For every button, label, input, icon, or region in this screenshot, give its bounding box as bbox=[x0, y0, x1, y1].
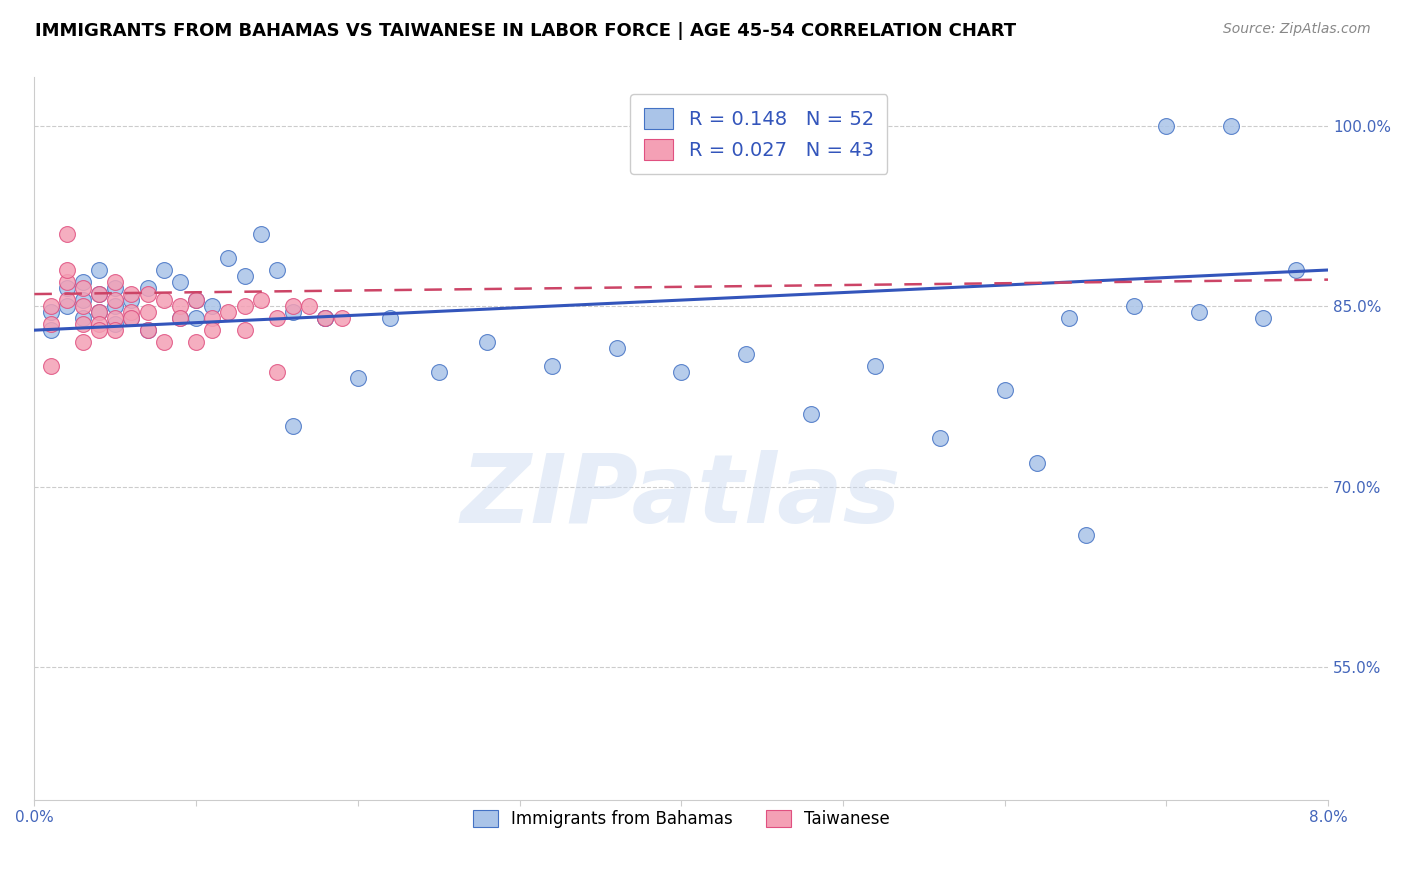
Point bbox=[87, 317, 110, 331]
Point bbox=[994, 384, 1017, 398]
Point bbox=[152, 335, 174, 350]
Point bbox=[136, 287, 159, 301]
Point bbox=[39, 323, 62, 337]
Point bbox=[136, 323, 159, 337]
Point bbox=[120, 311, 142, 326]
Point bbox=[72, 317, 94, 331]
Point bbox=[346, 371, 368, 385]
Point bbox=[233, 323, 256, 337]
Point bbox=[136, 281, 159, 295]
Point bbox=[477, 335, 499, 350]
Point bbox=[233, 268, 256, 283]
Point bbox=[1285, 263, 1308, 277]
Point bbox=[87, 263, 110, 277]
Point bbox=[169, 299, 191, 313]
Point bbox=[87, 287, 110, 301]
Point bbox=[541, 359, 564, 374]
Point bbox=[169, 311, 191, 326]
Point bbox=[671, 365, 693, 379]
Point bbox=[55, 275, 77, 289]
Point bbox=[217, 305, 239, 319]
Point bbox=[72, 299, 94, 313]
Point bbox=[120, 311, 142, 326]
Point bbox=[201, 323, 224, 337]
Point bbox=[55, 299, 77, 313]
Point bbox=[136, 305, 159, 319]
Text: ZIPatlas: ZIPatlas bbox=[461, 450, 901, 542]
Point bbox=[152, 293, 174, 307]
Point bbox=[1026, 456, 1049, 470]
Text: Source: ZipAtlas.com: Source: ZipAtlas.com bbox=[1223, 22, 1371, 37]
Point bbox=[1156, 119, 1178, 133]
Point bbox=[39, 317, 62, 331]
Point bbox=[55, 263, 77, 277]
Point bbox=[800, 408, 823, 422]
Legend: Immigrants from Bahamas, Taiwanese: Immigrants from Bahamas, Taiwanese bbox=[465, 803, 897, 835]
Point bbox=[865, 359, 887, 374]
Point bbox=[314, 311, 336, 326]
Point bbox=[1059, 311, 1081, 326]
Point bbox=[606, 341, 628, 355]
Point bbox=[427, 365, 450, 379]
Point bbox=[217, 251, 239, 265]
Point bbox=[184, 311, 207, 326]
Point bbox=[1074, 528, 1097, 542]
Point bbox=[281, 305, 304, 319]
Point bbox=[233, 299, 256, 313]
Point bbox=[72, 293, 94, 307]
Point bbox=[735, 347, 758, 361]
Point bbox=[39, 359, 62, 374]
Point bbox=[152, 263, 174, 277]
Text: IMMIGRANTS FROM BAHAMAS VS TAIWANESE IN LABOR FORCE | AGE 45-54 CORRELATION CHAR: IMMIGRANTS FROM BAHAMAS VS TAIWANESE IN … bbox=[35, 22, 1017, 40]
Point bbox=[201, 299, 224, 313]
Point bbox=[104, 317, 127, 331]
Point bbox=[104, 275, 127, 289]
Point bbox=[281, 299, 304, 313]
Point bbox=[378, 311, 401, 326]
Point bbox=[55, 227, 77, 241]
Point bbox=[87, 305, 110, 319]
Point bbox=[39, 299, 62, 313]
Point bbox=[169, 275, 191, 289]
Point bbox=[87, 287, 110, 301]
Point bbox=[87, 305, 110, 319]
Point bbox=[169, 311, 191, 326]
Point bbox=[184, 293, 207, 307]
Point bbox=[39, 305, 62, 319]
Point bbox=[249, 293, 271, 307]
Point bbox=[104, 311, 127, 326]
Point bbox=[72, 311, 94, 326]
Point bbox=[314, 311, 336, 326]
Point bbox=[201, 311, 224, 326]
Point bbox=[1220, 119, 1243, 133]
Point bbox=[249, 227, 271, 241]
Point bbox=[120, 305, 142, 319]
Point bbox=[55, 281, 77, 295]
Point bbox=[281, 419, 304, 434]
Point bbox=[266, 311, 288, 326]
Point bbox=[55, 293, 77, 307]
Point bbox=[184, 293, 207, 307]
Point bbox=[72, 281, 94, 295]
Point bbox=[1123, 299, 1146, 313]
Point bbox=[184, 335, 207, 350]
Point bbox=[104, 281, 127, 295]
Point bbox=[298, 299, 321, 313]
Point bbox=[87, 323, 110, 337]
Point bbox=[266, 263, 288, 277]
Point bbox=[1253, 311, 1275, 326]
Point bbox=[929, 432, 952, 446]
Point bbox=[120, 287, 142, 301]
Point bbox=[1188, 305, 1211, 319]
Point bbox=[104, 299, 127, 313]
Point bbox=[266, 365, 288, 379]
Point bbox=[330, 311, 353, 326]
Point bbox=[72, 335, 94, 350]
Point bbox=[72, 275, 94, 289]
Point bbox=[314, 311, 336, 326]
Point bbox=[136, 323, 159, 337]
Point bbox=[104, 293, 127, 307]
Point bbox=[104, 323, 127, 337]
Point bbox=[120, 293, 142, 307]
